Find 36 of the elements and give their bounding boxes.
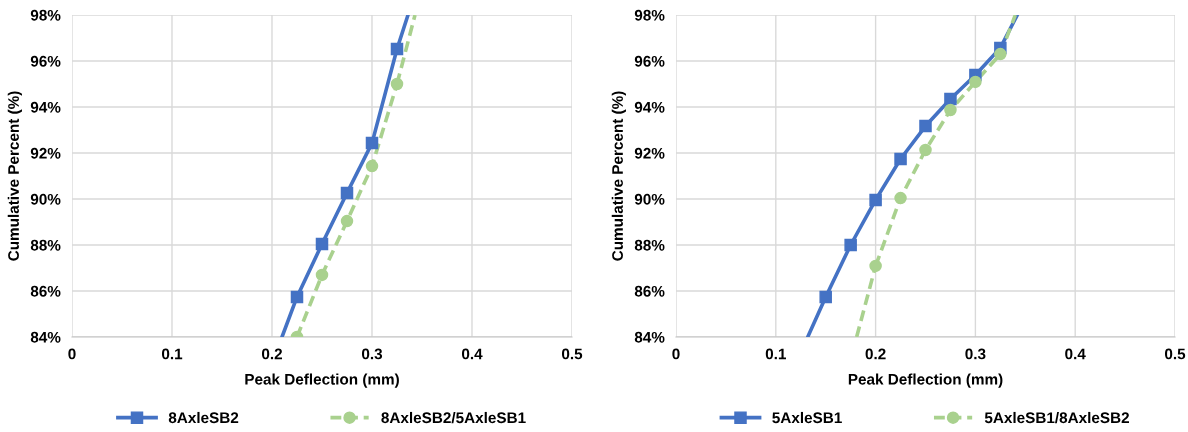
y-tick-label: 88%	[30, 239, 61, 251]
y-tick-label: 88%	[634, 239, 665, 251]
x-tick-label: 0.2	[865, 348, 886, 360]
legend-label: 5AxleSB1/8AxleSB2	[984, 411, 1129, 424]
legend-label: 8AxleSB2/5AxleSB1	[381, 411, 526, 424]
x-tick-label: 0.5	[1164, 348, 1186, 360]
y-tick-label: 96%	[30, 55, 61, 67]
x-tick-label: 0.3	[965, 348, 986, 360]
x-axis-title: Peak Deflection (mm)	[848, 373, 1003, 388]
y-tick-label: 98%	[30, 9, 61, 21]
legend-label: 5AxleSB1	[772, 411, 842, 424]
y-tick-label: 92%	[30, 147, 61, 159]
x-tick-label: 0	[672, 348, 680, 360]
x-tick-label: 0	[68, 348, 76, 360]
x-tick-label: 0.2	[261, 348, 283, 360]
y-tick-label: 90%	[30, 193, 61, 205]
y-tick-label: 94%	[30, 101, 61, 113]
y-tick-label: 92%	[634, 147, 665, 159]
x-tick-label: 0.4	[461, 348, 483, 360]
y-tick-label: 86%	[634, 285, 665, 297]
y-tick-label: 84%	[30, 331, 61, 343]
y-tick-label: 98%	[634, 9, 665, 21]
y-tick-label: 84%	[634, 331, 665, 343]
legend-label: 8AxleSB2	[168, 411, 239, 424]
y-tick-label: 94%	[634, 101, 665, 113]
x-tick-label: 0.4	[1065, 348, 1086, 360]
y-tick-label: 86%	[30, 285, 61, 297]
y-axis-title: Cumulative Percent (%)	[7, 91, 22, 261]
x-tick-label: 0.1	[765, 348, 786, 360]
x-tick-label: 0.1	[161, 348, 183, 360]
y-tick-label: 90%	[634, 193, 665, 205]
x-tick-label: 0.3	[361, 348, 383, 360]
x-axis-title: Peak Deflection (mm)	[245, 373, 399, 388]
x-tick-label: 0.5	[561, 348, 583, 360]
y-axis-title: Cumulative Percent (%)	[611, 91, 626, 261]
y-tick-label: 96%	[634, 55, 665, 67]
